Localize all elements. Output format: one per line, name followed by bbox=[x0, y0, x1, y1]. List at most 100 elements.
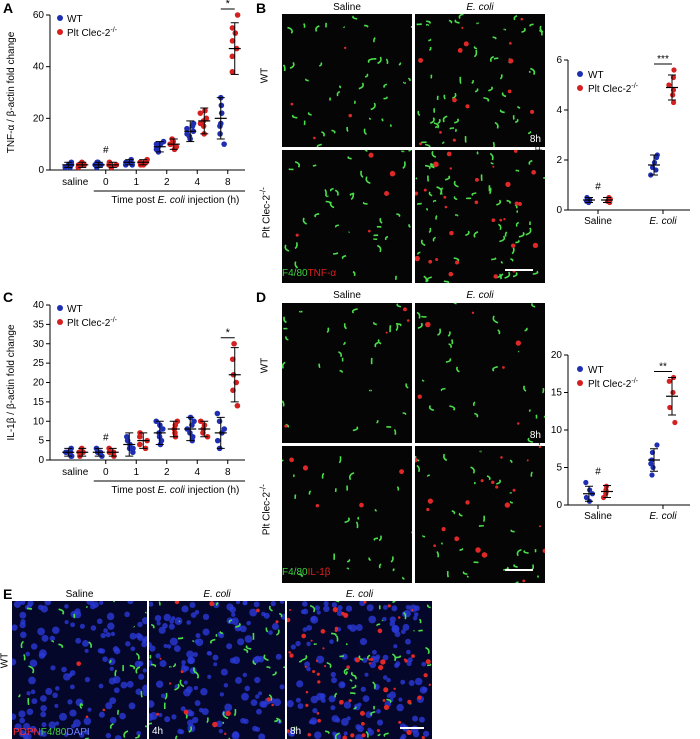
macrophage bbox=[410, 25, 412, 28]
nucleus bbox=[119, 712, 126, 720]
macrophage bbox=[488, 86, 493, 92]
macrophage bbox=[471, 79, 474, 84]
macrophage bbox=[364, 24, 369, 28]
cytokine-signal bbox=[446, 151, 452, 157]
hash-mark: # bbox=[103, 145, 109, 156]
cytokine-signal bbox=[465, 500, 470, 505]
data-point bbox=[229, 25, 236, 31]
nucleus bbox=[261, 611, 266, 617]
nucleus bbox=[44, 601, 52, 606]
data-point bbox=[666, 82, 672, 88]
nucleus bbox=[407, 657, 413, 663]
macrophage bbox=[278, 612, 283, 618]
cytokine-signal bbox=[85, 715, 89, 719]
cytokine-signal bbox=[397, 616, 401, 619]
nucleus bbox=[231, 612, 236, 617]
y-tick-label: 5 bbox=[556, 463, 562, 474]
nucleus bbox=[22, 722, 31, 731]
cytokine-signal bbox=[415, 191, 419, 196]
nucleus bbox=[50, 665, 56, 671]
nucleus bbox=[79, 732, 85, 738]
macrophage bbox=[294, 242, 298, 250]
macrophage bbox=[432, 199, 437, 203]
macrophage bbox=[117, 709, 120, 715]
micrograph-b-clec-ecoli bbox=[415, 150, 545, 283]
nucleus bbox=[174, 617, 183, 626]
cytokine-signal bbox=[457, 47, 463, 53]
data-point bbox=[649, 472, 655, 478]
nucleus bbox=[405, 638, 411, 645]
nucleus bbox=[366, 604, 374, 612]
nucleus bbox=[54, 721, 60, 726]
micrograph-texture bbox=[282, 456, 412, 580]
data-point bbox=[197, 110, 204, 116]
macrophage bbox=[88, 641, 92, 649]
nucleus bbox=[347, 624, 352, 630]
macrophage bbox=[222, 711, 229, 720]
e-col-saline: Saline bbox=[65, 589, 94, 600]
cytokine-signal bbox=[452, 97, 457, 103]
nucleus bbox=[398, 697, 403, 702]
macrophage bbox=[282, 361, 286, 369]
macrophage bbox=[431, 150, 437, 158]
macrophage bbox=[172, 663, 177, 668]
macrophage bbox=[402, 161, 406, 170]
nucleus bbox=[113, 687, 120, 694]
nucleus bbox=[241, 692, 249, 701]
macrophage bbox=[341, 255, 347, 260]
macrophage bbox=[449, 127, 455, 130]
macrophage bbox=[294, 261, 299, 269]
nucleus bbox=[20, 619, 26, 625]
cytokine-signal bbox=[449, 167, 453, 170]
nucleus bbox=[386, 677, 391, 683]
cytokine-signal bbox=[510, 243, 516, 248]
nucleus bbox=[24, 732, 32, 739]
cytokine-signal bbox=[288, 608, 292, 611]
macrophage bbox=[393, 428, 397, 435]
macrophage bbox=[349, 679, 353, 682]
micrograph-texture bbox=[416, 14, 544, 147]
y-tick-label: 6 bbox=[556, 55, 562, 66]
macrophage bbox=[140, 690, 143, 698]
micrograph-d-wt-ecoli: 8h bbox=[415, 303, 545, 443]
nucleus bbox=[79, 623, 85, 629]
macrophage bbox=[436, 551, 440, 558]
data-point bbox=[160, 426, 166, 432]
macrophage bbox=[395, 655, 402, 659]
macrophage bbox=[430, 162, 435, 169]
macrophage bbox=[395, 324, 399, 332]
nucleus bbox=[135, 632, 142, 639]
nucleus bbox=[105, 702, 113, 710]
macrophage bbox=[528, 409, 531, 413]
y-tick-label: 20 bbox=[33, 113, 45, 124]
nucleus bbox=[359, 638, 368, 646]
micrograph-texture bbox=[282, 303, 410, 435]
y-tick-label: 15 bbox=[33, 397, 45, 408]
macrophage bbox=[462, 571, 468, 575]
nucleus bbox=[71, 723, 76, 729]
nucleus bbox=[419, 686, 428, 694]
cytokine-signal bbox=[514, 201, 519, 206]
b-col-ecoli: E. coli bbox=[466, 2, 494, 13]
macrophage bbox=[443, 280, 450, 283]
macrophage bbox=[129, 664, 136, 670]
macrophage bbox=[334, 189, 339, 196]
nucleus bbox=[12, 713, 17, 720]
macrophage bbox=[499, 235, 506, 243]
nucleus bbox=[26, 691, 31, 696]
macrophage bbox=[339, 369, 343, 374]
cytokine-signal bbox=[256, 608, 260, 613]
nucleus bbox=[337, 605, 343, 611]
nucleus bbox=[250, 699, 258, 707]
cytokine-signal bbox=[449, 230, 454, 236]
cytokine-signal bbox=[317, 718, 322, 723]
legend-marker-wt bbox=[577, 71, 583, 77]
macrophage bbox=[426, 208, 429, 211]
macrophage bbox=[504, 231, 508, 237]
nucleus bbox=[279, 601, 285, 604]
macrophage bbox=[398, 62, 402, 66]
nucleus bbox=[54, 703, 59, 708]
macrophage bbox=[497, 329, 501, 335]
cytokine-signal bbox=[393, 687, 396, 691]
nucleus bbox=[202, 628, 210, 636]
